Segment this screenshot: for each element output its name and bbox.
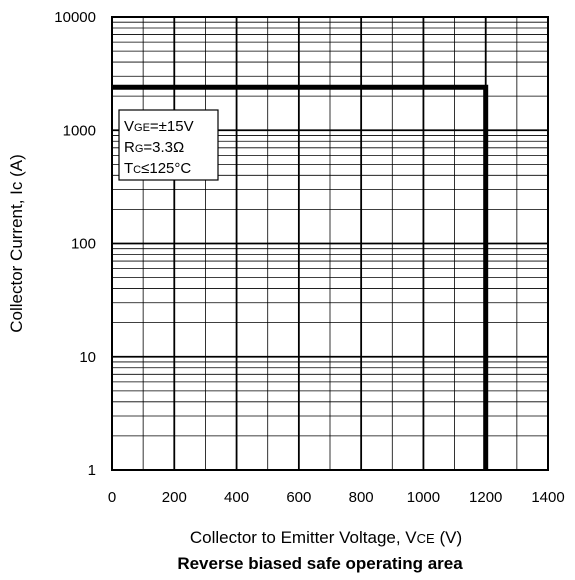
condition-vge: VGE=±15V — [124, 118, 194, 135]
condition-tc: TC≤125°C — [124, 160, 191, 177]
x-tick-label: 1000 — [407, 489, 440, 506]
y-tick-label: 10000 — [54, 9, 96, 26]
conditions-box-frame — [118, 109, 219, 181]
y-tick-label: 1000 — [63, 122, 96, 139]
grid-minor — [112, 17, 548, 470]
y-tick-labels: 1 10 100 1000 10000 — [54, 9, 96, 479]
x-tick-label: 600 — [286, 489, 311, 506]
x-tick-label: 1400 — [531, 489, 564, 506]
y-tick-label: 1 — [88, 462, 96, 479]
x-tick-label: 800 — [349, 489, 374, 506]
x-tick-label: 400 — [224, 489, 249, 506]
plot-frame — [111, 16, 549, 471]
y-tick-label: 100 — [71, 236, 96, 253]
x-axis-label: Collector to Emitter Voltage, VCE (V) — [190, 528, 462, 547]
condition-rg: RG=3.3Ω — [124, 139, 184, 156]
conditions-box: VGE=±15V RG=3.3Ω TC≤125°C — [118, 109, 219, 181]
soa-boundary-line — [112, 84, 489, 470]
x-tick-labels: 0 200 400 600 800 1000 1200 1400 — [108, 489, 565, 506]
series-layer — [112, 84, 489, 470]
x-tick-label: 1200 — [469, 489, 502, 506]
x-tick-label: 0 — [108, 489, 116, 506]
y-axis-label: Collector Current, Ic (A) — [7, 154, 26, 333]
chart-title: Reverse biased safe operating area — [177, 554, 463, 573]
x-tick-label: 200 — [162, 489, 187, 506]
y-tick-label: 10 — [79, 349, 96, 366]
